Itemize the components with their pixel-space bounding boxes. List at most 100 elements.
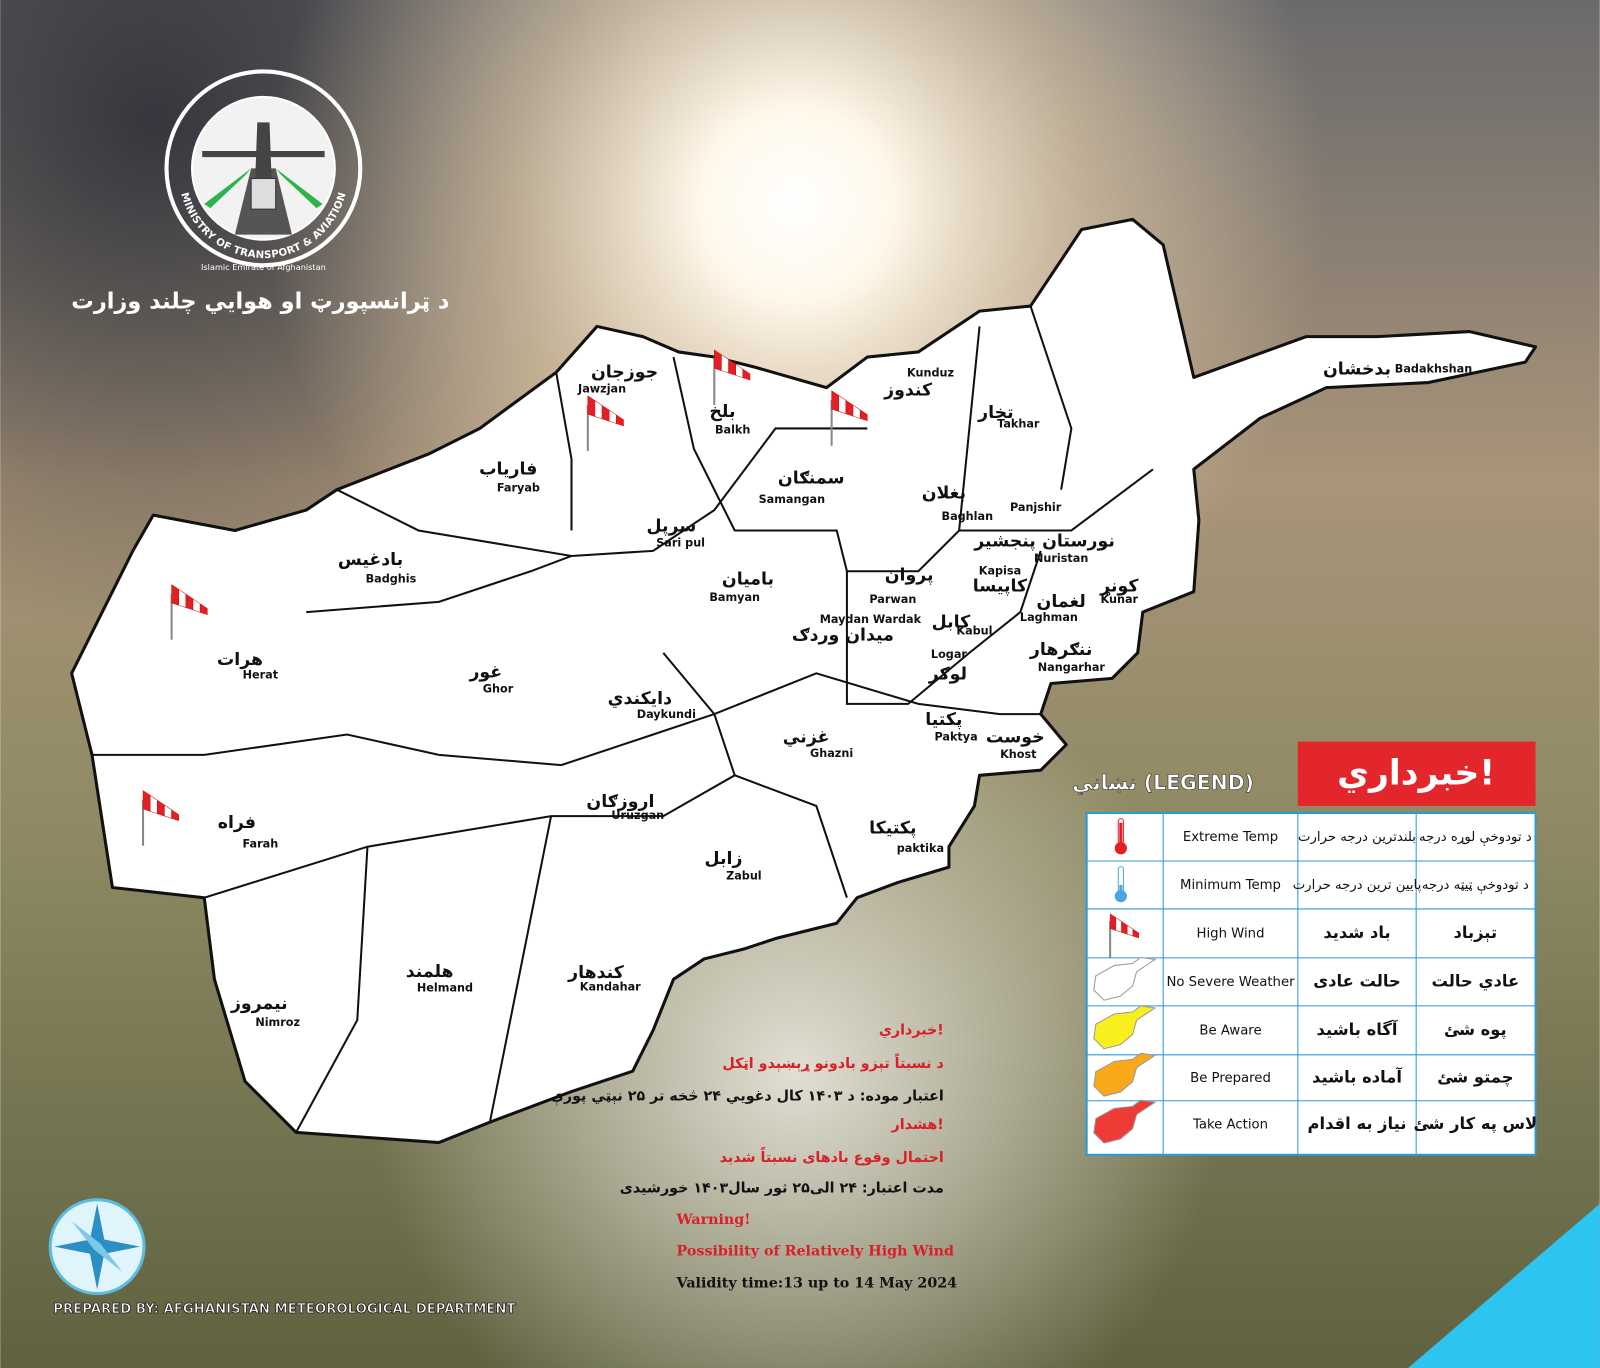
windsock-band <box>859 409 868 422</box>
province-name-english: Kapisa <box>979 564 1021 577</box>
province-name-english: Ghor <box>483 683 514 696</box>
province-name-local: اروزګان <box>586 792 654 812</box>
province-name-local: باميان <box>722 569 774 589</box>
warning-validity: اعتبار موده: د ۱۴۰۳ کال دغويي ۲۴ څخه تر … <box>551 1089 944 1107</box>
legend-pashto: چمتو شئ <box>1437 1067 1513 1087</box>
province-name-english: Laghman <box>1020 611 1078 624</box>
legend-dari: حالت عادی <box>1313 971 1401 990</box>
province-name-local: سمنګان <box>778 468 845 488</box>
province-name-local: هرات <box>217 650 263 670</box>
province-name-local: کاپیسا <box>973 577 1028 597</box>
province-name-english: Kunduz <box>907 366 954 379</box>
province-name-local: پکتيا <box>925 710 962 730</box>
logo-subtitle: Islamic Emirate of Afghanistan <box>201 262 326 272</box>
legend-alert: خبرداري! <box>1337 753 1495 793</box>
corner-accent <box>1408 1203 1600 1368</box>
legend-pashto: پوه شئ <box>1444 1020 1507 1040</box>
province-name-english: paktika <box>897 842 944 855</box>
province-name-english: Nimroz <box>255 1016 300 1029</box>
thermometer-level <box>1119 822 1123 848</box>
province-name-local: جوزجان <box>591 362 658 382</box>
thermometer-bulb <box>1114 890 1127 903</box>
legend-map-icon <box>1093 1052 1157 1097</box>
province-name-local: نيمروز <box>230 994 288 1014</box>
legend-dari: بلندترین درجه حرارت <box>1298 830 1416 845</box>
province-name-english: Nuristan <box>1034 552 1088 565</box>
windsock-band <box>171 809 179 822</box>
legend-english: Be Aware <box>1199 1023 1261 1038</box>
legend-dari: آماده باشید <box>1312 1065 1402 1086</box>
province-name-local: میدان وردګ <box>792 626 894 646</box>
province-name-local: فراه <box>218 813 256 833</box>
province-name-local: لوګر <box>928 664 967 684</box>
warning-validity: مدت اعتبار: ۲۴ الی۲۵ ثور سال۱۴۰۳ خورشیدی <box>620 1180 944 1196</box>
province-name-english: Zabul <box>726 869 762 882</box>
province-name-local: فارياب <box>479 459 537 479</box>
province-name-local: لغمان <box>1037 592 1086 612</box>
province-name-local: زابل <box>705 849 743 869</box>
province-name-local: غزني <box>783 728 830 748</box>
wind-markers <box>142 349 868 846</box>
province-name-english: Paktya <box>934 731 977 744</box>
legend-dari: پایین ترین درجه حرارت <box>1293 878 1422 893</box>
province-name-english: Uruzgan <box>611 809 664 822</box>
province-name-local: هلمند <box>406 962 454 982</box>
province-name-english: Logar <box>931 648 967 661</box>
province-name-english: Sari pul <box>656 537 705 550</box>
province-name-english: Faryab <box>497 482 540 495</box>
legend-map-icon <box>1093 1005 1157 1050</box>
windsock-band <box>1132 928 1139 939</box>
province-name-local: کابل <box>932 612 971 632</box>
warning-title: Warning! <box>676 1212 751 1228</box>
country-outline <box>70 217 1538 1145</box>
legend-english: Extreme Temp <box>1183 830 1278 845</box>
province-name-english: Kunar <box>1101 593 1139 606</box>
province-name-english: Baghlan <box>942 510 994 523</box>
province-name-english: Kabul <box>956 624 992 637</box>
windsock-band <box>742 368 751 381</box>
ministry-name: د ټرانسپورټ او هوايي چلند وزارت <box>71 288 449 314</box>
province-name-local: نورستان <box>1042 532 1115 552</box>
province-name-english: Daykundi <box>637 708 696 721</box>
province-name-local: سرپل <box>647 516 697 536</box>
windsock-band <box>616 414 624 427</box>
province-name-english: Panjshir <box>1010 501 1062 514</box>
legend-english: Minimum Temp <box>1180 878 1281 893</box>
province-name-local: کندهار <box>567 963 625 983</box>
legend-dari: آگاه باشید <box>1317 1018 1398 1039</box>
legend-english: High Wind <box>1197 926 1265 941</box>
legend-map-icon <box>1093 1099 1157 1144</box>
province-name-english: Balkh <box>715 423 750 436</box>
province-name-english: Helmand <box>417 982 473 995</box>
compass <box>48 1198 146 1296</box>
legend-pashto: تېزباد <box>1454 923 1498 943</box>
legend-alert-box <box>1297 741 1536 806</box>
legend-map-icon <box>1093 956 1157 1001</box>
province-name-english: Nangarhar <box>1038 661 1106 674</box>
warning-text: د نسبتاً تېزو بادونو ړېښېدو اټکل <box>722 1053 943 1072</box>
province-name-local: ننګرهار <box>1029 640 1092 660</box>
warning-title: هشدار! <box>891 1117 944 1133</box>
province-name-english: Khost <box>1000 748 1037 761</box>
legend-english: Be Prepared <box>1190 1071 1271 1086</box>
province-borders <box>92 305 1154 1133</box>
province-name-local: پروان <box>885 565 934 585</box>
province-name-english: Takhar <box>997 417 1040 430</box>
warning-text: احتمال وقوع بادهای نسبتاً شدید <box>720 1147 944 1166</box>
warning: خبرداري! د نسبتاً تېزو بادونو ړېښېدو اټک… <box>551 1022 957 1291</box>
warning-title: خبرداري! <box>879 1022 944 1039</box>
province-name-english: Herat <box>243 668 279 681</box>
province-name-english: Kandahar <box>580 980 641 993</box>
province-name-local: بغلان <box>922 484 966 504</box>
legend-table <box>1085 812 1537 1156</box>
province-name-english: Bamyan <box>709 591 760 604</box>
legend: خبرداري! نښاني (LEGEND) Extreme Temp بلند… <box>1072 741 1537 1156</box>
thermometer-bulb <box>1114 842 1127 855</box>
province-name-english: Jawzjan <box>577 383 626 396</box>
legend-pashto: د تودوخې ټیټه درجه <box>1422 878 1529 894</box>
legend-dari: باد شدید <box>1323 923 1390 942</box>
windsock-band <box>199 603 208 615</box>
province-name-local: کونړ <box>1099 577 1139 597</box>
